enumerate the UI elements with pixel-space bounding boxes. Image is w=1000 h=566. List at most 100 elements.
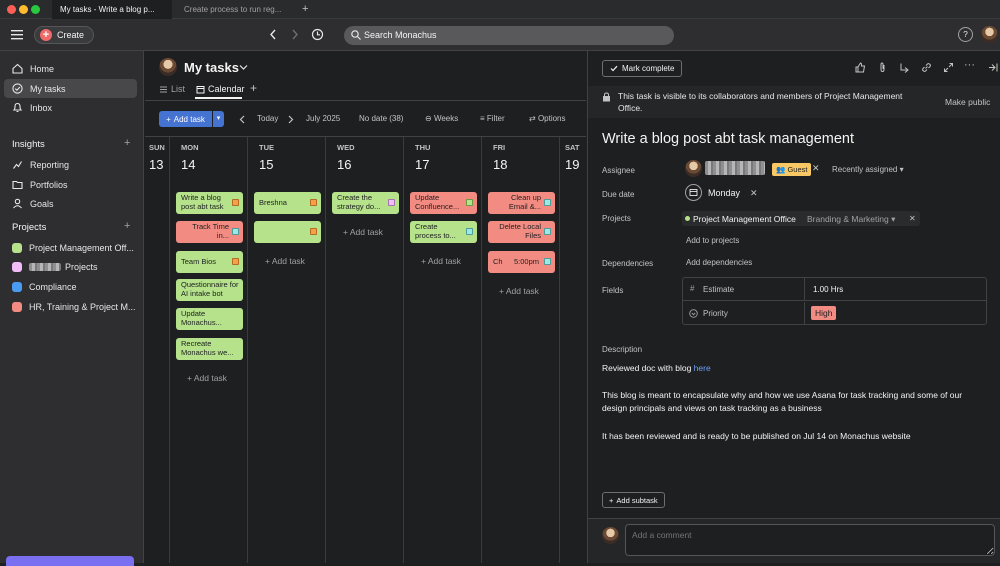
upgrade-button[interactable]: [6, 556, 134, 566]
make-public-button[interactable]: Make public: [945, 97, 991, 107]
recently-assigned-dropdown[interactable]: Recently assigned ▾: [832, 165, 904, 174]
remove-project-icon[interactable]: ✕: [909, 214, 916, 223]
options-button[interactable]: ⇄ Options: [529, 114, 566, 123]
description-link[interactable]: here: [693, 363, 711, 373]
calendar-icon: [196, 85, 205, 93]
help-button[interactable]: ?: [958, 27, 973, 42]
no-date-button[interactable]: No date (38): [359, 114, 404, 123]
project-color-swatch: [12, 261, 22, 272]
close-window-dot[interactable]: [7, 5, 16, 14]
day-column-thu: THU 17 Update Confluence... Create proce…: [404, 137, 482, 563]
close-pane-icon[interactable]: [987, 62, 998, 73]
today-button[interactable]: Today: [257, 114, 279, 123]
project-chip[interactable]: Project Management Office Branding & Mar…: [682, 211, 920, 226]
user-avatar[interactable]: [981, 26, 998, 43]
mark-complete-label: Mark complete: [622, 64, 675, 73]
task-card[interactable]: Team Bios: [176, 251, 243, 273]
assignee-name-redacted[interactable]: [705, 161, 765, 175]
sidebar-item-my-tasks[interactable]: My tasks: [4, 79, 137, 98]
add-to-projects-link[interactable]: Add to projects: [686, 236, 740, 245]
priority-badge[interactable]: High: [811, 306, 837, 320]
add-insight-icon[interactable]: +: [124, 137, 131, 149]
bell-icon: [12, 102, 23, 113]
subtask-icon[interactable]: [899, 62, 910, 73]
add-task-label: Add task: [271, 256, 305, 266]
sidebar-item-label: Compliance: [29, 281, 77, 292]
comment-input[interactable]: [625, 524, 995, 556]
add-task-link[interactable]: + Add task: [265, 256, 305, 266]
search-input[interactable]: Search Monachus: [344, 26, 674, 45]
remove-due-date-icon[interactable]: ✕: [750, 188, 758, 198]
sidebar-item-inbox[interactable]: Inbox: [4, 98, 137, 117]
add-task-button[interactable]: + Add task: [159, 111, 212, 127]
more-options-icon[interactable]: ···: [964, 59, 975, 71]
link-icon[interactable]: [921, 62, 932, 73]
due-date-value[interactable]: Monday: [708, 188, 741, 198]
task-card[interactable]: Update Confluence...: [410, 192, 477, 214]
task-card[interactable]: Create the strategy do...: [332, 192, 399, 214]
add-task-link[interactable]: + Add task: [499, 286, 539, 296]
remove-assignee-icon[interactable]: ✕: [812, 163, 820, 173]
task-card[interactable]: Delete Local Files: [488, 221, 555, 243]
sidebar-project-pmo[interactable]: Project Management Off...: [4, 238, 137, 257]
history-clock-icon[interactable]: [311, 28, 324, 41]
task-card[interactable]: Clean up Email &...: [488, 192, 555, 214]
sidebar-project-hr-training[interactable]: HR, Training & Project M...: [4, 297, 137, 316]
task-card[interactable]: Recreate Monachus we...: [176, 338, 243, 360]
back-arrow-icon[interactable]: [269, 29, 277, 40]
browser-tab-create-process[interactable]: Create process to run reg...: [176, 0, 294, 19]
new-tab-button[interactable]: +: [302, 3, 309, 15]
sidebar-item-goals[interactable]: Goals: [4, 194, 137, 213]
tab-calendar[interactable]: Calendar: [196, 84, 245, 94]
create-button[interactable]: + Create: [34, 26, 95, 44]
estimate-value[interactable]: 1.00 Hrs: [813, 285, 844, 294]
task-card[interactable]: Questionnaire for AI intake bot: [176, 279, 243, 301]
task-card[interactable]: Update Monachus...: [176, 308, 243, 330]
attachment-icon[interactable]: [877, 62, 888, 73]
sidebar-item-home[interactable]: Home: [4, 59, 137, 78]
chevron-down-icon[interactable]: [239, 64, 248, 71]
add-tab-button[interactable]: +: [250, 81, 258, 95]
minimize-window-dot[interactable]: [19, 5, 28, 14]
add-subtask-button[interactable]: + Add subtask: [602, 492, 665, 508]
sidebar-project-redacted[interactable]: Projects: [4, 257, 137, 276]
sidebar-item-portfolios[interactable]: Portfolios: [4, 175, 137, 194]
tab-list[interactable]: List: [159, 84, 185, 94]
sidebar-item-reporting[interactable]: Reporting: [4, 155, 137, 174]
task-card[interactable]: Ch 5:00pm: [488, 251, 555, 273]
weeks-button[interactable]: ⊖ Weeks: [425, 114, 458, 123]
task-card[interactable]: Track Time in...: [176, 221, 243, 243]
task-card[interactable]: Breshna: [254, 192, 321, 214]
task-label: Create process to...: [415, 222, 456, 240]
add-task-link[interactable]: + Add task: [421, 256, 461, 266]
forward-arrow-icon[interactable]: [291, 29, 299, 40]
mark-complete-button[interactable]: Mark complete: [602, 60, 683, 77]
next-week-icon[interactable]: [288, 115, 294, 124]
task-card[interactable]: [254, 221, 321, 243]
project-section-dropdown[interactable]: Branding & Marketing ▾: [807, 214, 895, 225]
browser-tab-label: Create process to run reg...: [184, 5, 282, 14]
day-abbr: SUN: [149, 143, 165, 152]
sidebar-project-compliance[interactable]: Compliance: [4, 277, 137, 296]
expand-icon[interactable]: [943, 62, 954, 73]
add-task-link[interactable]: + Add task: [343, 227, 383, 237]
project-section-label: Branding & Marketing: [807, 214, 889, 224]
prev-week-icon[interactable]: [239, 115, 245, 124]
thumbs-up-icon[interactable]: [855, 62, 866, 73]
task-card[interactable]: Create process to...: [410, 221, 477, 243]
hamburger-menu-icon[interactable]: [11, 29, 23, 40]
task-title[interactable]: Write a blog post abt task management: [602, 131, 855, 147]
add-project-icon[interactable]: +: [124, 220, 131, 232]
task-label: Questionnaire for AI intake bot: [181, 280, 239, 298]
plus-icon: +: [166, 114, 171, 124]
browser-tab-label: My tasks - Write a blog p...: [60, 5, 155, 14]
number-field-icon: #: [690, 284, 695, 293]
filter-button[interactable]: ≡ Filter: [480, 114, 505, 123]
add-task-dropdown-icon[interactable]: ▾: [213, 111, 224, 127]
browser-tab-my-tasks[interactable]: My tasks - Write a blog p...: [52, 0, 172, 19]
add-dependencies-link[interactable]: Add dependencies: [686, 258, 753, 267]
my-avatar: [159, 58, 177, 76]
task-card[interactable]: Write a blog post abt task: [176, 192, 243, 214]
maximize-window-dot[interactable]: [31, 5, 40, 14]
add-task-link[interactable]: + Add task: [187, 373, 227, 383]
